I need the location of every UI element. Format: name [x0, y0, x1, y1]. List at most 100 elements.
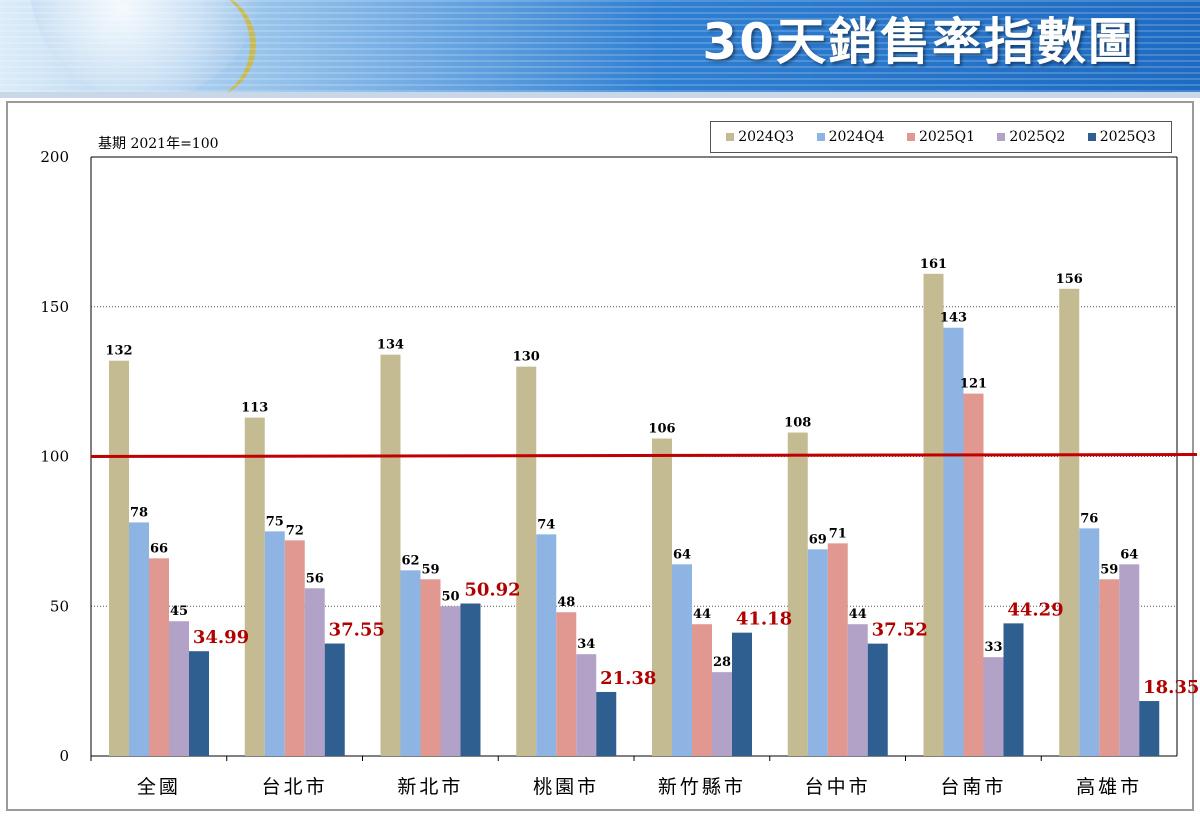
legend-item: 2025Q1: [906, 129, 975, 145]
bar: [712, 672, 732, 756]
data-label: 64: [673, 547, 691, 562]
bar: [827, 543, 848, 756]
legend-item: 2025Q3: [1087, 129, 1156, 145]
y-tick-label: 100: [40, 448, 69, 466]
legend-item: 2024Q4: [816, 129, 885, 145]
data-label: 156: [1056, 272, 1083, 287]
data-label: 56: [306, 571, 324, 586]
bar: [596, 691, 617, 756]
bar: [807, 549, 828, 756]
bar: [460, 603, 481, 756]
data-label: 62: [401, 553, 419, 568]
data-label: 161: [920, 257, 947, 272]
bar: [516, 366, 537, 756]
data-label: 21.38: [600, 668, 656, 689]
data-label: 75: [266, 514, 284, 529]
legend-swatch: [726, 133, 735, 141]
legend-label: 2025Q1: [918, 129, 975, 145]
bar: [787, 432, 808, 756]
banner-divider: [0, 92, 1200, 98]
bar: [692, 624, 712, 756]
bar: [169, 621, 189, 756]
data-label: 34: [577, 637, 595, 652]
bar: [867, 643, 888, 756]
chart-legend: 2024Q3 2024Q4 2025Q1 2025Q2 2025Q3: [710, 121, 1172, 153]
bar: [109, 360, 129, 756]
decorative-arc: [200, 0, 256, 98]
x-tick-label: 高雄市: [1076, 776, 1142, 798]
bar: [244, 417, 265, 756]
bar: [149, 558, 169, 756]
bar: [983, 657, 1004, 756]
data-label: 41.18: [736, 609, 792, 630]
data-label: 50: [441, 589, 459, 604]
data-label: 44.29: [1007, 599, 1063, 620]
bar: [963, 393, 984, 756]
bar: [1119, 564, 1140, 756]
bar: [943, 327, 964, 756]
legend-item: 2025Q2: [997, 129, 1065, 145]
data-label: 143: [940, 311, 967, 326]
data-label: 121: [960, 377, 987, 392]
title-banner: 30天銷售率指數圖: [0, 0, 1200, 98]
data-label: 37.55: [329, 620, 385, 641]
data-label: 28: [713, 655, 731, 670]
bar: [652, 438, 672, 756]
bar: [264, 531, 285, 756]
x-tick-label: 台南市: [940, 776, 1006, 798]
data-label: 69: [809, 532, 827, 547]
data-label: 34.99: [193, 627, 249, 648]
y-tick-label: 50: [50, 597, 69, 615]
data-label: 37.52: [872, 620, 928, 641]
data-label: 66: [150, 541, 168, 556]
bar: [1099, 579, 1120, 756]
x-tick-label: 新北市: [397, 776, 463, 798]
x-tick-label: 台北市: [262, 776, 328, 798]
data-label: 59: [421, 562, 439, 577]
bar: [189, 651, 209, 756]
data-label: 134: [377, 338, 404, 353]
legend-swatch: [816, 133, 825, 141]
data-label: 33: [984, 640, 1002, 655]
x-tick-label: 全國: [137, 776, 181, 798]
data-label: 72: [286, 523, 304, 538]
data-label: 130: [513, 350, 540, 365]
data-label: 59: [1100, 562, 1118, 577]
bar: [576, 654, 597, 756]
bar: [284, 540, 305, 756]
data-label: 71: [829, 526, 847, 541]
legend-label: 2024Q4: [828, 129, 885, 145]
bar: [672, 564, 692, 756]
bar: [732, 632, 752, 756]
data-label: 78: [130, 505, 148, 520]
data-label: 44: [849, 607, 867, 622]
page-title: 30天銷售率指數圖: [702, 13, 1140, 71]
data-label: 76: [1080, 511, 1098, 526]
data-label: 18.35: [1143, 677, 1199, 698]
bar: [1003, 623, 1024, 756]
base-period-note: 基期 2021年=100: [98, 136, 219, 152]
bar: [556, 612, 577, 756]
bar: [440, 606, 461, 756]
bar: [536, 534, 557, 756]
bar: [400, 570, 421, 756]
banner-stripes: [0, 0, 1200, 98]
data-label: 45: [170, 604, 188, 619]
data-label: 48: [557, 595, 575, 610]
bar: [420, 579, 441, 756]
reference-line: [90, 453, 1198, 458]
legend-label: 2025Q2: [1009, 129, 1066, 145]
y-tick-label: 150: [40, 298, 69, 316]
bar: [324, 643, 345, 756]
data-label: 50.92: [464, 579, 520, 600]
legend-swatch: [997, 133, 1006, 141]
y-tick-label: 0: [59, 747, 69, 765]
data-label: 108: [784, 416, 811, 431]
bar: [1079, 528, 1100, 756]
data-label: 64: [1120, 547, 1138, 562]
x-tick-label: 桃園市: [533, 776, 599, 798]
x-tick-label: 台中市: [805, 776, 871, 798]
bar: [1139, 701, 1160, 756]
y-tick-label: 200: [40, 148, 69, 166]
